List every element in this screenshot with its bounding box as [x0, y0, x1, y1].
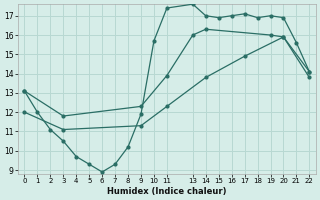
- X-axis label: Humidex (Indice chaleur): Humidex (Indice chaleur): [107, 187, 227, 196]
